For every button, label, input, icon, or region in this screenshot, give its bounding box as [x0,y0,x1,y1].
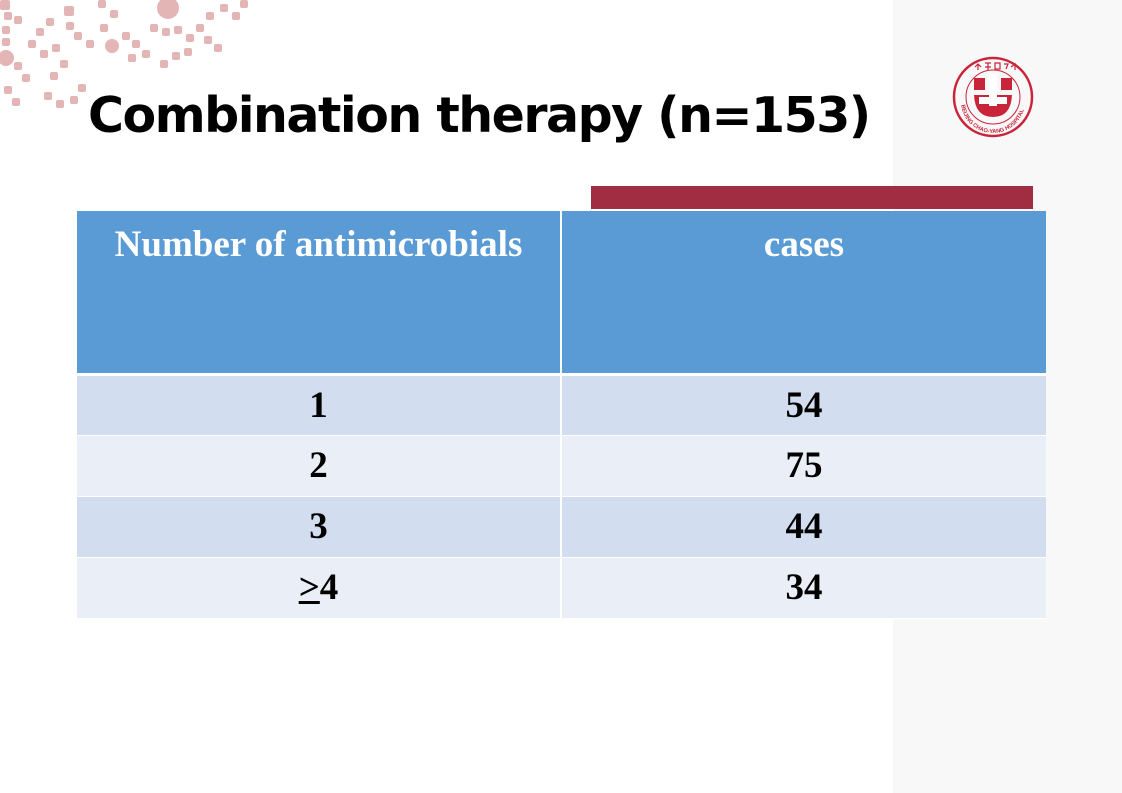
antimicrobials-table: Number of antimicrobials cases 1 54 2 75… [77,211,1046,619]
header-cases: cases [561,211,1046,376]
slide-title: Combination therapy (n=153) [88,87,871,144]
table-row: 2 75 [77,435,1046,497]
cases-cell: 75 [561,435,1046,497]
antimicrobials-count-cell: >4 [77,557,562,619]
table-row: 1 54 [77,374,1046,436]
decorative-pattern [0,0,248,108]
hospital-logo-icon: BEIJING CHAO-YANG HOSPITAL [952,56,1034,138]
antimicrobials-count-cell: 3 [77,496,562,558]
header-number-of-antimicrobials: Number of antimicrobials [77,211,562,376]
accent-bar [591,186,1033,209]
antimicrobials-count: 3 [309,506,328,547]
cases-cell: 54 [561,374,1046,436]
antimicrobials-count: 1 [309,384,328,426]
table-row: 3 44 [77,496,1046,558]
greater-than-symbol: > [298,567,320,608]
table-header-row: Number of antimicrobials cases [77,211,1046,376]
table-row: >4 34 [77,557,1046,619]
antimicrobials-count: 4 [319,567,339,608]
cases-cell: 34 [561,557,1046,619]
antimicrobials-count-cell: 2 [77,435,562,497]
cases-cell: 44 [561,496,1046,558]
antimicrobials-count: 2 [309,445,328,486]
antimicrobials-count-cell: 1 [77,374,562,436]
